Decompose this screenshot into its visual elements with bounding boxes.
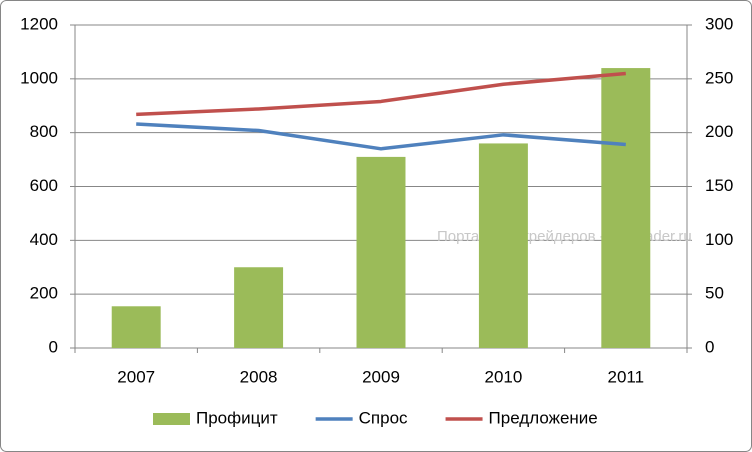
y2-tick-label: 200 (705, 122, 733, 141)
y-tick-label: 1200 (20, 14, 58, 33)
y2-tick-label: 300 (705, 14, 733, 33)
bar (234, 267, 284, 348)
y-tick-label: 200 (30, 284, 58, 303)
y-tick-label: 0 (49, 337, 58, 356)
y2-tick-label: 250 (705, 68, 733, 87)
bar (601, 68, 651, 349)
x-tick-label: 2009 (362, 367, 400, 386)
bar (356, 156, 406, 348)
bar (111, 306, 161, 348)
x-tick-label: 2011 (608, 367, 645, 386)
y-tick-label: 1000 (20, 68, 58, 87)
legend-label: Спрос (359, 408, 408, 427)
y-tick-label: 400 (30, 230, 58, 249)
x-tick-label: 2008 (240, 367, 278, 386)
watermark: Портал для трейдеров - ForTrader.ru (437, 228, 692, 245)
y2-tick-label: 50 (705, 284, 724, 303)
legend-label: Профицит (196, 408, 278, 427)
x-tick-label: 2007 (117, 367, 155, 386)
y-tick-label: 800 (30, 122, 58, 141)
bar (478, 143, 528, 348)
y2-tick-label: 150 (705, 176, 733, 195)
legend-label: Предложение (489, 408, 598, 427)
x-tick-label: 2010 (484, 367, 522, 386)
legend-swatch (153, 413, 190, 425)
line (136, 122, 626, 151)
y2-tick-label: 100 (705, 230, 733, 249)
y-tick-label: 600 (30, 176, 58, 195)
y2-tick-label: 0 (705, 337, 714, 356)
line (136, 71, 626, 117)
